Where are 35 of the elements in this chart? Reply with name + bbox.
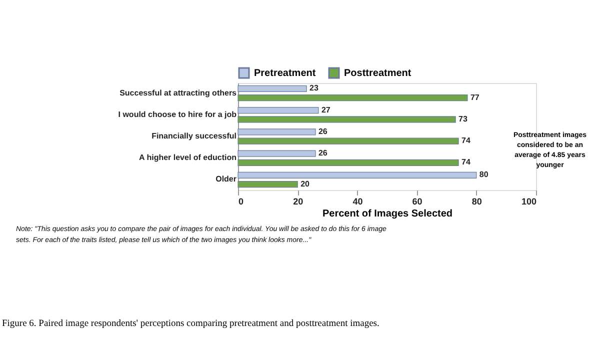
bar (238, 159, 459, 166)
x-tick-label: 100 (521, 196, 536, 206)
y-tick-label: Financially successful (152, 132, 236, 140)
y-tick-label: Successful at attracting others (120, 88, 238, 98)
x-tick-label: 20 (293, 196, 304, 206)
data-label: 23 (310, 84, 319, 93)
data-label: 73 (458, 114, 468, 124)
legend-label: Pretreatment (254, 68, 316, 79)
bar (238, 172, 477, 178)
x-tick-label: 40 (352, 196, 363, 206)
bar (238, 181, 298, 188)
bar (238, 150, 316, 157)
data-label: 27 (321, 105, 331, 114)
data-label: 26 (318, 148, 328, 158)
bar (238, 85, 307, 92)
y-tick-label: Older (216, 174, 236, 184)
data-label: 26 (318, 126, 328, 136)
data-label: 74 (462, 158, 471, 167)
data-label: 74 (462, 136, 471, 146)
data-label: 77 (470, 92, 480, 102)
x-axis-title: Percent of Images Selected (322, 208, 453, 220)
legend-label: Posttreatment (344, 68, 412, 79)
y-tick-label: I would choose to hire for a job (118, 110, 237, 119)
caption: Figure 6. Paired image respondents' perceptions comparing pretreatment and posttreatment images. (2, 319, 380, 329)
x-tick-label: 80 (472, 196, 482, 206)
data-label: 20 (300, 179, 310, 188)
bar (238, 106, 319, 114)
x-tick-label: 60 (412, 196, 422, 206)
data-label: 80 (479, 170, 489, 180)
bar (238, 94, 468, 102)
y-tick-label: A higher level of eduction (139, 153, 237, 162)
bar (238, 116, 456, 123)
bar (238, 138, 459, 144)
x-tick-label: 0 (238, 196, 244, 206)
bar (238, 128, 316, 136)
